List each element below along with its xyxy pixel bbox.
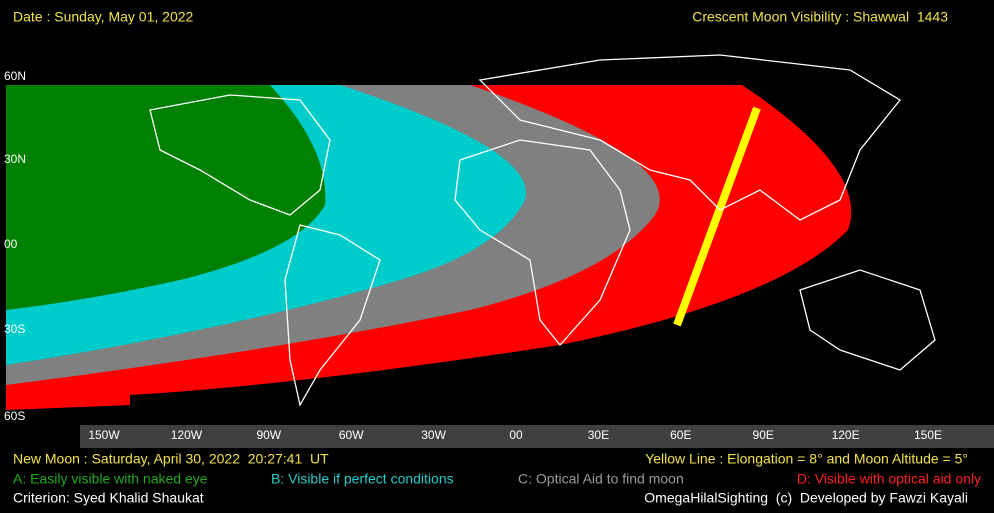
date: Date : Sunday, May 01, 2022: [13, 9, 194, 25]
longitude-label: 150W: [88, 428, 120, 442]
latitude-label: 60N: [4, 69, 26, 83]
coastline: [149, 94, 331, 216]
longitude-label: 00: [509, 428, 523, 442]
coastline: [799, 269, 936, 371]
criterion: Criterion: Syed Khalid Shaukat: [13, 490, 204, 506]
latitude-label: 60S: [4, 409, 25, 423]
coastline: [284, 224, 381, 407]
yellow-line: [673, 106, 761, 327]
title: Crescent Moon Visibility : Shawwal 1443: [692, 9, 948, 25]
legend-a: A: Easily visible with naked eye: [13, 471, 208, 487]
longitude-label: 120W: [171, 428, 203, 442]
longitude-label: 90W: [256, 428, 281, 442]
legend-b: B: Visible if perfect conditions: [271, 471, 454, 487]
longitude-label: 150E: [914, 428, 942, 442]
longitude-label: 30W: [421, 428, 446, 442]
yellow-line-note: Yellow Line : Elongation = 8° and Moon A…: [645, 451, 968, 467]
coastline: [478, 54, 901, 221]
credit: OmegaHilalSighting (c) Developed by Fawz…: [644, 490, 968, 506]
legend-d: D: Visible with optical aid only: [797, 471, 981, 487]
longitude-label: 60W: [339, 428, 364, 442]
longitude-label: 90E: [753, 428, 774, 442]
coastline: [454, 139, 631, 347]
longitude-bar: [80, 425, 994, 448]
longitude-label: 60E: [670, 428, 691, 442]
legend-c: C: Optical Aid to find moon: [518, 471, 684, 487]
zone-a: [6, 85, 326, 310]
longitude-label: 30E: [588, 428, 609, 442]
longitude-label: 120E: [832, 428, 860, 442]
new-moon: New Moon : Saturday, April 30, 2022 20:2…: [13, 451, 329, 467]
latitude-label: 30N: [4, 152, 26, 166]
latitude-label: 30S: [4, 322, 25, 336]
latitude-label: 00: [4, 237, 18, 251]
